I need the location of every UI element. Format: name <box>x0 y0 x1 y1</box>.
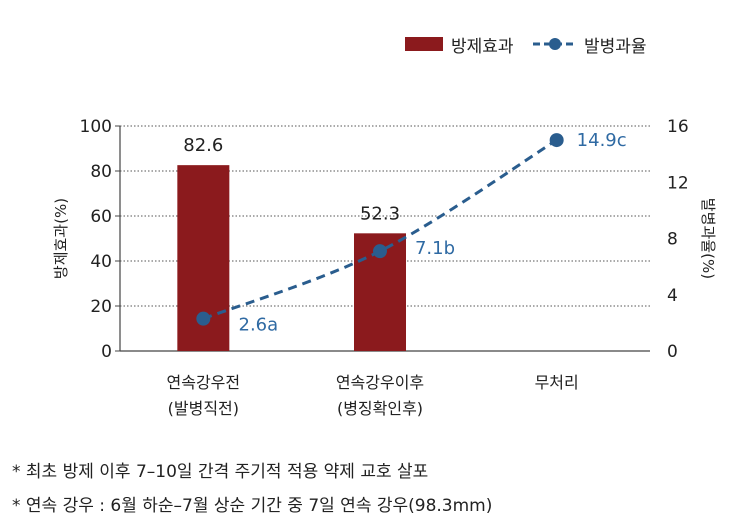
series-line <box>202 138 558 321</box>
y-right-tick-label: 4 <box>667 286 678 306</box>
line-value-label: 2.6a <box>239 315 279 336</box>
y-left-tick-label: 40 <box>90 252 112 272</box>
y-right-tick-label: 8 <box>667 230 678 250</box>
category-label: 무처리 <box>535 373 579 392</box>
bar-value-label: 52.3 <box>360 203 400 224</box>
category-label: 연속강우전 <box>167 373 241 392</box>
y-right-tick-label: 0 <box>667 342 678 362</box>
legend-bar-item: 방제효과 <box>405 34 514 57</box>
line-point <box>196 311 211 326</box>
y-left-axis-title: 방제효과(%) <box>52 198 70 279</box>
line-point <box>549 133 564 148</box>
y-left-tick-label: 60 <box>90 207 112 227</box>
category-sublabel: (발병직전) <box>168 399 239 418</box>
y-left-tick-label: 80 <box>90 162 112 182</box>
chart-area: 0 20 40 60 80 100 0 4 8 12 16 방제효과(%) 발병과율(%) 82.6 52.… <box>52 117 717 418</box>
legend-bar-label: 방제효과 <box>451 36 514 57</box>
line-value-label: 14.9c <box>577 130 627 151</box>
legend-line-swatch <box>533 38 577 50</box>
y-left-tick-label: 0 <box>101 342 112 362</box>
category-label: 연속강우이후 <box>336 373 424 392</box>
line-value-label: 7.1b <box>415 238 455 259</box>
legend-line-label: 발병과율 <box>584 36 647 57</box>
legend-bar-swatch <box>405 37 443 51</box>
bar-value-label: 82.6 <box>183 135 223 156</box>
footnotes: * 최초 방제 이후 7–10일 간격 주기적 적용 약제 교호 살포 * 연속… <box>12 455 492 523</box>
y-right-tick-label: 12 <box>667 173 689 193</box>
footnote-2: * 연속 강우 : 6월 하순–7월 상순 기간 중 7일 연속 강우(98.3… <box>12 496 493 516</box>
y-left-tick-label: 20 <box>90 297 112 317</box>
y-left-tick-label: 100 <box>80 117 112 137</box>
y-right-tick-label: 16 <box>667 117 689 137</box>
line-point <box>373 244 387 259</box>
footnote-1: * 최초 방제 이후 7–10일 간격 주기적 적용 약제 교호 살포 <box>12 462 429 482</box>
category-sublabel: (병징확인후) <box>337 399 423 418</box>
y-right-axis-title: 발병과율(%) <box>699 198 717 279</box>
legend-line-item: 발병과율 <box>532 34 647 57</box>
